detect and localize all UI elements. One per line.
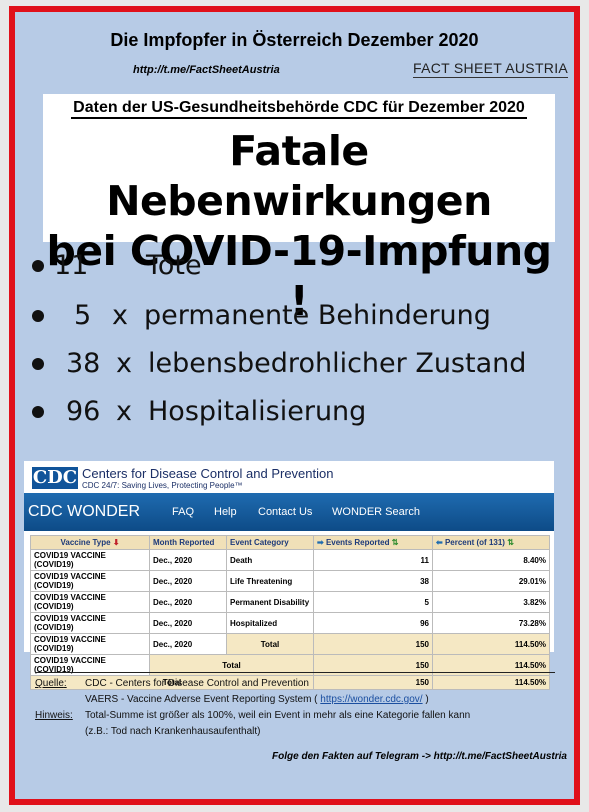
cell-vaccine: COVID19 VACCINE (COVID19) (30, 654, 150, 676)
vaers-table: Vaccine Type ⬇ Month Reported Event Cate… (30, 535, 550, 690)
cell-category: Death (226, 549, 314, 571)
cell-vaccine: COVID19 VACCINE (COVID19) (30, 549, 150, 571)
bullet-dot-icon (32, 406, 44, 418)
bullet-number: 96 (66, 396, 101, 427)
brand-label: FACT SHEET AUSTRIA (413, 60, 569, 78)
cell-vaccine: COVID19 VACCINE (COVID19) (30, 633, 150, 655)
cell-vaccine: COVID19 VACCINE (COVID19) (30, 612, 150, 634)
bullet-text: permanente Behinderung (144, 300, 491, 331)
source-line-2-suffix: ) (425, 694, 429, 705)
cell-vaccine: COVID19 VACCINE (COVID19) (30, 570, 150, 592)
notes-divider (35, 672, 555, 673)
headline-line-2: bei COVID-19-Impfung ! (46, 227, 552, 325)
cell-month: Dec., 2020 (149, 612, 227, 634)
nav-faq[interactable]: FAQ (172, 506, 195, 518)
cdc-logo: CDC (32, 467, 78, 489)
col-percent-label: Percent (of 131) (444, 538, 505, 547)
cdc-navbar: CDC WONDER FAQ Help Contact Us WONDER Se… (24, 493, 554, 531)
hint-line-2: (z.B.: Tod nach Krankenhausaufenthalt) (85, 726, 261, 737)
table-row-vaccine-total: COVID19 VACCINE (COVID19) Total 150 114.… (30, 654, 550, 676)
source-line-2: VAERS - Vaccine Adverse Event Reporting … (85, 692, 429, 708)
source-line-2-prefix: VAERS - Vaccine Adverse Event Reporting … (85, 694, 318, 705)
cell-total-label: Total (30, 675, 314, 690)
hint-label: Hinweis: (35, 710, 73, 721)
sort-down-icon: ⬇ (112, 538, 120, 547)
cell-month: Dec., 2020 (149, 570, 227, 592)
bullet-text: Hospitalisierung (148, 396, 367, 427)
col-events-label: Events Reported (325, 538, 390, 547)
cell-percent: 114.50% (432, 633, 550, 655)
table-row-grand-total: Total 150 114.50% (30, 675, 550, 690)
cell-percent: 3.82% (432, 591, 550, 613)
cell-events: 150 (313, 675, 433, 690)
table-row: COVID19 VACCINE (COVID19) Dec., 2020 Dea… (30, 549, 550, 571)
source-url-link[interactable]: https://wonder.cdc.gov/ (320, 694, 423, 705)
headline-box: Daten der US-Gesundheitsbehörde CDC für … (43, 94, 555, 325)
telegram-link[interactable]: http://t.me/FactSheetAustria (133, 64, 280, 76)
cell-events: 38 (313, 570, 433, 592)
cell-category: Hospitalized (226, 612, 314, 634)
source-label: Quelle: (35, 678, 67, 689)
bullet-number: 5 (74, 300, 92, 331)
subheading-text: Daten der US-Gesundheitsbehörde CDC für … (71, 99, 527, 119)
cell-events: 96 (313, 612, 433, 634)
cell-category: Life Threatening (226, 570, 314, 592)
subheading: Daten der US-Gesundheitsbehörde CDC für … (43, 99, 555, 119)
table-row: COVID19 VACCINE (COVID19) Dec., 2020 Hos… (30, 612, 550, 634)
table-header-row: Vaccine Type ⬇ Month Reported Event Cate… (30, 535, 550, 550)
bullet-multiplier: x (116, 348, 132, 379)
col-category[interactable]: Event Category (226, 535, 314, 550)
bullet-number: 38 (66, 348, 101, 379)
poster-title: Die Impfopfer in Österreich Dezember 202… (110, 30, 479, 50)
cell-month: Dec., 2020 (149, 591, 227, 613)
table-row-month-total: COVID19 VACCINE (COVID19) Dec., 2020 Tot… (30, 633, 550, 655)
headline-line-1: Fatale Nebenwirkungen (106, 127, 492, 225)
cell-percent: 8.40% (432, 549, 550, 571)
headline: Fatale Nebenwirkungen bei COVID-19-Impfu… (43, 126, 555, 326)
cdc-wonder-brand[interactable]: CDC WONDER (28, 503, 140, 520)
bullet-dot-icon (32, 260, 44, 272)
bullet-multiplier: x (116, 396, 132, 427)
bullet-dot-icon (32, 310, 44, 322)
hint-line-1: Total-Summe ist größer als 100%, weil ei… (85, 710, 471, 721)
cell-total-label: Total (226, 633, 314, 655)
bullet-text: lebensbedrohlicher Zustand (148, 348, 527, 379)
bullet-number: 11 (54, 250, 89, 281)
bullet-dot-icon (32, 358, 44, 370)
col-vaccine-type[interactable]: Vaccine Type ⬇ (30, 535, 150, 550)
nav-contact[interactable]: Contact Us (258, 506, 313, 518)
cell-events: 11 (313, 549, 433, 571)
arrow-right-icon: ➡ (317, 538, 324, 547)
cell-month: Dec., 2020 (149, 633, 227, 655)
cell-month: Dec., 2020 (149, 549, 227, 571)
table-row: COVID19 VACCINE (COVID19) Dec., 2020 Per… (30, 591, 550, 613)
bullet-multiplier: x (112, 300, 128, 331)
cell-category: Permanent Disability (226, 591, 314, 613)
nav-wonder-search[interactable]: WONDER Search (332, 506, 421, 518)
nav-help[interactable]: Help (214, 506, 237, 518)
cell-events: 150 (313, 633, 433, 655)
cell-total-label: Total (149, 654, 314, 676)
cell-percent: 29.01% (432, 570, 550, 592)
footer-telegram[interactable]: Folge den Fakten auf Telegram -> http://… (272, 751, 567, 762)
cell-percent: 114.50% (432, 675, 550, 690)
col-events[interactable]: ➡ Events Reported ⇅ (313, 535, 433, 550)
col-vaccine-label: Vaccine Type (60, 538, 111, 547)
hint-label-text: Hinweis (35, 710, 71, 721)
col-month[interactable]: Month Reported (149, 535, 227, 550)
col-percent[interactable]: ⬅ Percent (of 131) ⇅ (432, 535, 550, 550)
source-label-text: Quelle (35, 678, 64, 689)
table-row: COVID19 VACCINE (COVID19) Dec., 2020 Lif… (30, 570, 550, 592)
cdc-name: Centers for Disease Control and Preventi… (82, 466, 334, 481)
cell-events: 5 (313, 591, 433, 613)
cdc-tagline: CDC 24/7: Saving Lives, Protecting Peopl… (82, 481, 243, 490)
bullet-text: Tote (146, 250, 202, 281)
cell-vaccine: COVID19 VACCINE (COVID19) (30, 591, 150, 613)
sort-icon: ⇅ (391, 538, 399, 547)
arrow-left-icon: ⬅ (436, 538, 443, 547)
cell-percent: 73.28% (432, 612, 550, 634)
sort-icon: ⇅ (507, 538, 514, 547)
source-line-1: CDC - Centers for Disease Control and Pr… (85, 678, 309, 689)
cdc-screenshot: CDC Centers for Disease Control and Prev… (24, 461, 554, 690)
